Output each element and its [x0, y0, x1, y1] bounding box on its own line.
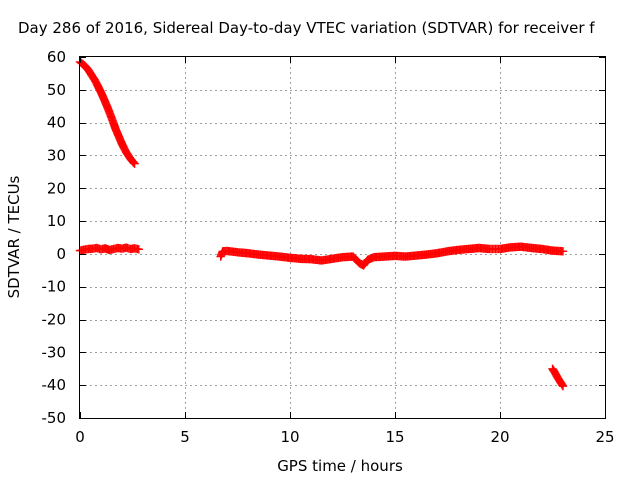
y-tick-label: 40	[47, 114, 66, 132]
grid	[80, 57, 605, 418]
chart-title: Day 286 of 2016, Sidereal Day-to-day VTE…	[18, 19, 595, 37]
y-tick-label: -10	[42, 278, 67, 296]
x-tick-label: 0	[75, 428, 85, 446]
data-point	[130, 159, 139, 168]
y-tick-labels: 60 50 40 30 20 10 0 -10 -20 -30 -40 -50	[42, 48, 67, 427]
y-tick-label: -50	[42, 409, 67, 427]
y-axis-label: SDTVAR / TECUs	[5, 175, 23, 298]
plot-frame	[79, 56, 606, 419]
x-tick-label: 25	[595, 428, 614, 446]
x-tick-label: 10	[280, 428, 299, 446]
data-point	[134, 245, 143, 254]
data-point	[129, 158, 139, 168]
data-point	[558, 247, 568, 256]
x-tick-label: 15	[385, 428, 404, 446]
series-early-descending	[75, 57, 139, 168]
series-main-near-zero	[216, 242, 568, 270]
y-tick-label: -40	[42, 376, 67, 394]
x-tick-labels: 0 5 10 15 20 25	[75, 428, 614, 446]
y-tick-label: -30	[42, 343, 67, 361]
data-series	[75, 57, 568, 391]
y-tick-label: 60	[47, 48, 66, 66]
y-tick-label: -20	[42, 311, 67, 329]
series-late-descending	[548, 364, 568, 391]
y-tick-label: 20	[47, 179, 66, 197]
y-tick-label: 50	[47, 81, 66, 99]
y-tick-label: 0	[56, 245, 66, 263]
data-point	[558, 381, 568, 391]
series-early-near-zero	[75, 243, 143, 255]
x-tick-label: 5	[180, 428, 190, 446]
x-tick-label: 20	[490, 428, 509, 446]
y-tick-label: 10	[47, 212, 66, 230]
axis-ticks	[80, 57, 606, 419]
x-axis-label: GPS time / hours	[277, 457, 403, 475]
y-tick-label: 30	[47, 146, 66, 164]
